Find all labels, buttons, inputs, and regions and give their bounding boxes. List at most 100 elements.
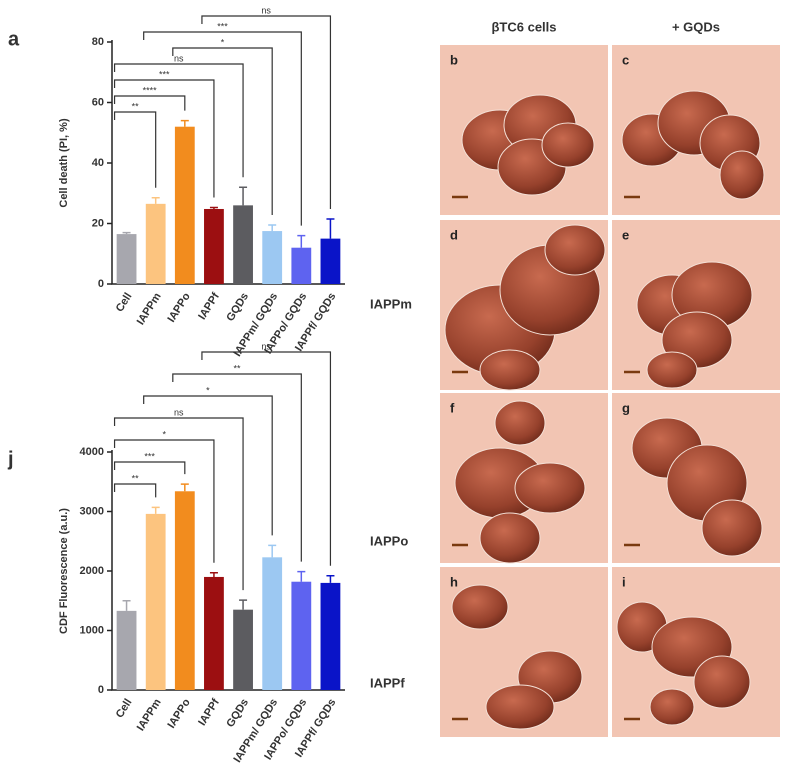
significance-bracket <box>143 395 273 536</box>
panel-label: b <box>450 52 458 67</box>
significance-bracket <box>113 95 186 111</box>
y-axis-label: CDF Fluorescence (a.u.) <box>58 508 70 634</box>
significance-bracket <box>113 483 157 498</box>
significance-label: ns <box>174 53 184 63</box>
error-bar <box>180 119 189 127</box>
significance-bracket <box>113 461 186 475</box>
significance-bracket <box>113 79 215 198</box>
significance-label: ** <box>234 363 242 373</box>
bar <box>145 203 166 284</box>
panel-label: i <box>622 574 626 589</box>
x-tick-label: IAPPf <box>196 696 222 728</box>
significance-label: ** <box>132 473 140 483</box>
panel-label: j <box>7 448 14 470</box>
cell-shape <box>649 688 695 726</box>
bar <box>262 557 283 690</box>
panel-label: c <box>622 52 629 67</box>
significance-bracket <box>113 111 157 188</box>
bar <box>291 247 312 284</box>
error-bar <box>180 483 189 492</box>
significance-label: **** <box>143 85 158 95</box>
x-tick-label: IAPPo <box>165 291 192 325</box>
cell-shape <box>646 351 698 389</box>
panel-label: d <box>450 227 458 242</box>
error-bar <box>151 506 160 514</box>
error-bar <box>209 572 218 577</box>
x-tick-label: IAPPo <box>165 697 192 731</box>
y-tick-label: 4000 <box>80 446 104 458</box>
y-tick-label: 60 <box>92 96 104 108</box>
bar <box>174 491 195 690</box>
error-bar <box>268 544 277 558</box>
significance-label: *** <box>144 451 155 461</box>
bar <box>116 234 137 284</box>
cell-shape <box>451 584 509 630</box>
bar <box>116 610 137 690</box>
x-tick-label: IAPPm <box>135 291 164 328</box>
significance-label: * <box>206 385 210 395</box>
y-axis-label: Cell death (PI, %) <box>58 118 70 208</box>
y-tick-label: 80 <box>92 36 104 48</box>
significance-bracket <box>172 373 302 562</box>
bar <box>291 581 312 690</box>
y-tick-label: 2000 <box>80 565 104 577</box>
error-bar <box>297 570 306 582</box>
bar <box>320 238 341 284</box>
bar <box>233 609 253 690</box>
error-bar <box>239 186 248 206</box>
x-tick-label: Cell <box>114 697 135 720</box>
significance-bracket <box>172 47 273 216</box>
row-label: IAPPm <box>370 296 412 311</box>
error-bar <box>297 234 306 248</box>
bar <box>262 231 283 284</box>
cell-shape <box>701 499 763 557</box>
y-tick-label: 20 <box>92 217 104 229</box>
error-bar <box>239 599 248 610</box>
y-tick-label: 40 <box>92 157 104 169</box>
row-label: IAPPo <box>370 533 408 548</box>
error-bar <box>122 231 131 235</box>
x-tick-label: GQDs <box>224 291 251 324</box>
bar <box>233 205 253 284</box>
error-bar <box>122 600 131 611</box>
cell-shape <box>479 349 541 391</box>
error-bar <box>209 206 218 209</box>
error-bar <box>326 575 335 583</box>
cell-shape <box>494 400 546 446</box>
y-tick-label: 0 <box>98 278 104 290</box>
bar <box>204 576 224 690</box>
x-tick-label: Cell <box>114 291 135 314</box>
panel-label: g <box>622 400 630 415</box>
significance-label: ns <box>261 5 271 15</box>
cell-shape <box>719 150 765 200</box>
bar <box>320 582 341 690</box>
panel-label: a <box>8 28 20 50</box>
x-tick-label: GQDs <box>224 697 251 730</box>
significance-label: * <box>162 429 166 439</box>
cell-shape <box>514 462 586 514</box>
error-bar <box>326 218 335 239</box>
bar <box>145 513 166 690</box>
significance-label: *** <box>217 21 228 31</box>
error-bar <box>151 197 160 204</box>
row-label: IAPPf <box>370 675 405 690</box>
significance-bracket <box>201 15 332 209</box>
significance-bracket <box>113 63 244 178</box>
cell-shape <box>693 655 751 709</box>
significance-label: ** <box>132 101 140 111</box>
panel-label: f <box>450 400 455 415</box>
significance-label: *** <box>159 69 170 79</box>
y-tick-label: 3000 <box>80 505 104 517</box>
significance-label: ns <box>174 407 184 417</box>
cell-shape <box>485 684 555 730</box>
x-tick-label: IAPPf <box>196 290 222 322</box>
panel-label: h <box>450 574 458 589</box>
cell-shape <box>544 224 606 276</box>
x-tick-label: IAPPm <box>135 697 164 734</box>
panel-label: e <box>622 227 629 242</box>
column-header: βTC6 cells <box>491 19 556 34</box>
bar <box>174 126 195 284</box>
cell-shape <box>541 122 595 168</box>
significance-bracket <box>201 351 332 566</box>
